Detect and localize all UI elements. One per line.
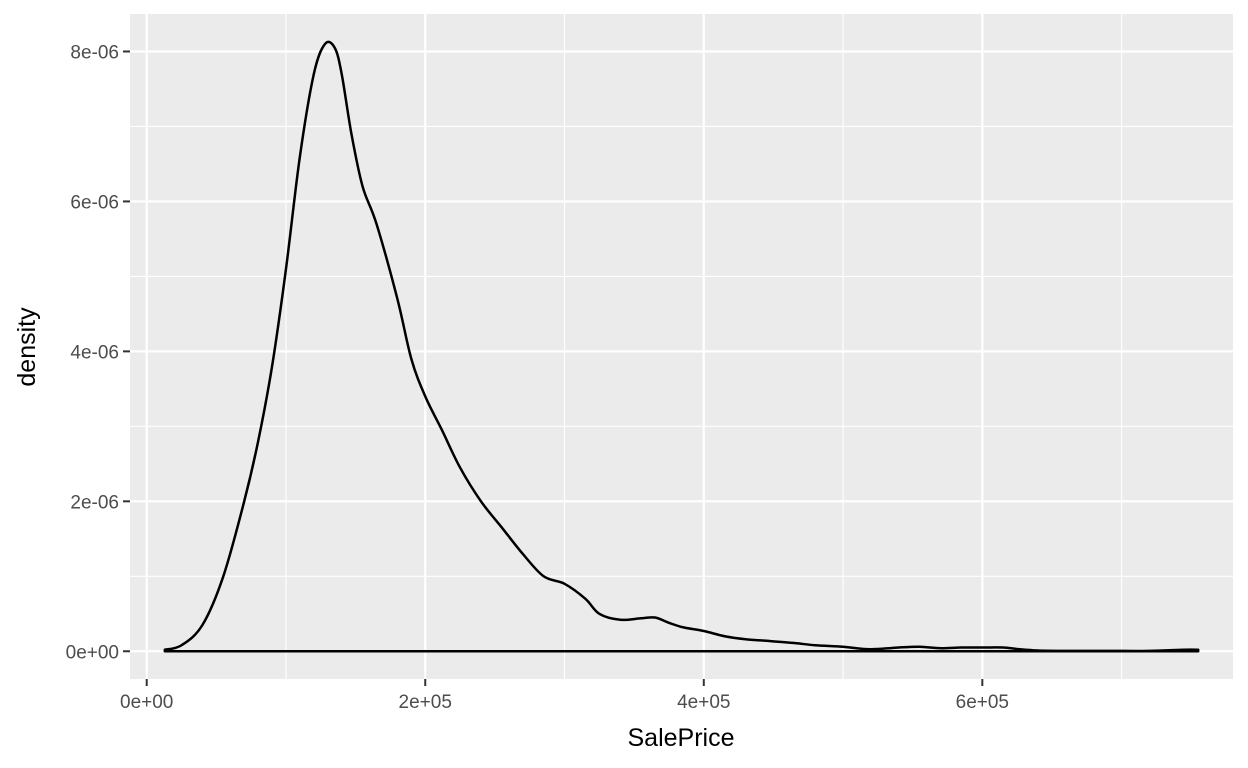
minor-gridlines — [130, 14, 1233, 679]
y-tick-label: 0e+00 — [66, 642, 119, 663]
y-tick-label: 6e-06 — [70, 192, 119, 213]
plot-panel — [130, 14, 1233, 679]
x-tick-label: 4e+05 — [677, 692, 730, 713]
y-tick-label: 8e-06 — [70, 42, 119, 63]
y-axis: 0e+00 2e-06 4e-06 6e-06 8e-06 — [66, 42, 130, 663]
x-axis: 0e+00 2e+05 4e+05 6e+05 — [120, 679, 1009, 713]
x-tick-label: 0e+00 — [120, 692, 173, 713]
y-tick-label: 2e-06 — [70, 492, 119, 513]
x-tick-label: 6e+05 — [956, 692, 1009, 713]
x-tick-label: 2e+05 — [399, 692, 452, 713]
density-curve — [163, 40, 1200, 653]
y-axis-title: density — [13, 307, 41, 387]
density-series — [163, 40, 1200, 653]
x-axis-title: SalePrice — [628, 724, 735, 752]
y-tick-label: 4e-06 — [70, 342, 119, 363]
